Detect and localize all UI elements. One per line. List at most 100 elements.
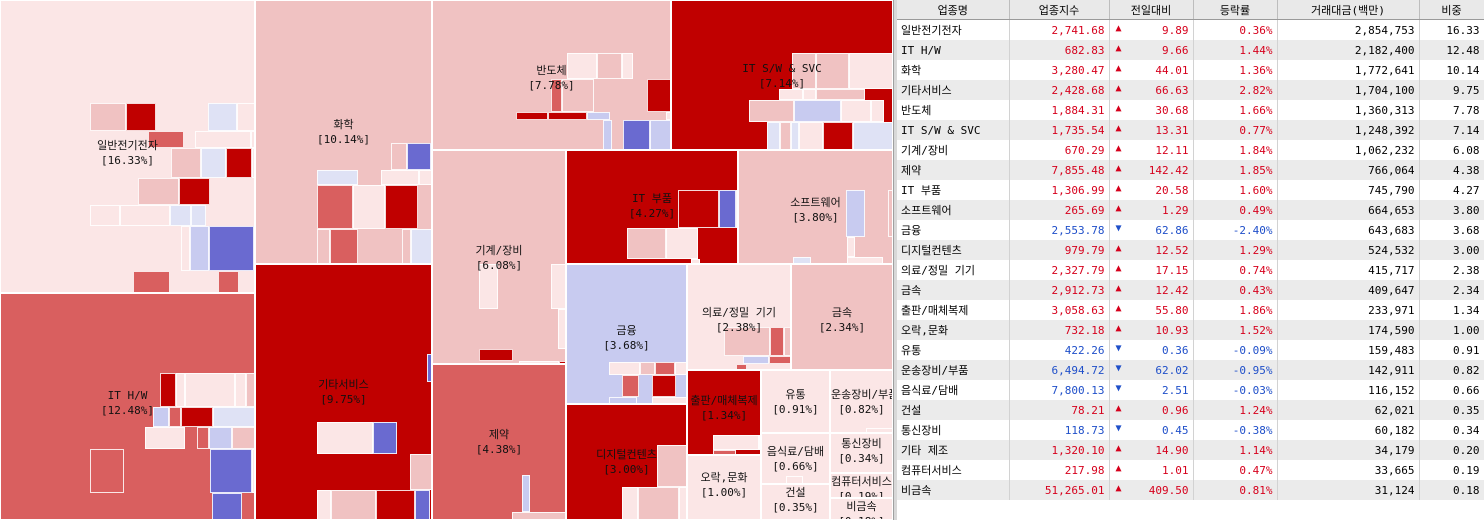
stock-cell[interactable] [170,205,191,226]
stock-cell[interactable] [317,170,358,185]
stock-cell[interactable] [317,185,353,229]
stock-cell[interactable] [666,112,670,120]
col-header-rate[interactable]: 등락률 [1193,0,1278,20]
stock-cell[interactable] [759,435,760,450]
stock-cell[interactable] [736,364,747,369]
table-row[interactable]: 금속 2,912.73 ▲ 12.42 0.43% 409,647 2.34 [897,280,1484,300]
table-row[interactable]: 음식료/담배 7,800.13 ▼ 2.51 -0.03% 116,152 0.66 [897,380,1484,400]
stock-cell[interactable] [212,493,242,519]
stock-cell[interactable] [330,229,358,263]
stock-cell[interactable] [622,375,639,397]
treemap-tile-23[interactable]: 컴퓨터서비스 [0.19%] [830,473,893,498]
table-row[interactable]: 유통 422.26 ▼ 0.36 -0.09% 159,483 0.91 [897,340,1484,360]
treemap-tile-7[interactable]: IT 부품 [4.27%] [566,150,738,264]
stock-cell[interactable] [410,454,431,490]
table-row[interactable]: 기타서비스 2,428.68 ▲ 66.63 2.82% 1,704,100 9.75 [897,80,1484,100]
stock-cell[interactable] [252,148,254,178]
stock-cell[interactable] [871,100,884,122]
stock-cell[interactable] [791,122,799,149]
stock-cell[interactable] [381,170,419,185]
stock-cell[interactable] [786,476,803,483]
stock-cell[interactable] [794,100,841,122]
stock-cell[interactable] [353,185,385,229]
stock-cell[interactable] [120,205,170,226]
stock-cell[interactable] [317,229,330,263]
col-header-amount[interactable]: 거래대금(백만) [1277,0,1420,20]
stock-cell[interactable] [609,397,637,403]
stock-cell[interactable] [522,475,530,512]
stock-cell[interactable] [138,178,179,205]
table-row[interactable]: 의료/정밀 기기 2,327.79 ▲ 17.15 0.74% 415,717 2.38 [897,260,1484,280]
treemap-tile-2[interactable]: 화학 [10.14%] [255,0,432,264]
stock-cell[interactable] [153,407,169,427]
stock-cell[interactable] [331,490,376,519]
stock-cell[interactable] [769,356,790,364]
stock-cell[interactable] [407,143,431,170]
stock-cell[interactable] [218,271,239,292]
table-row[interactable]: 제약 7,855.48 ▲ 142.42 1.85% 766,064 4.38 [897,160,1484,180]
stock-cell[interactable] [252,449,254,493]
stock-cell[interactable] [780,122,791,149]
stock-cell[interactable] [317,422,373,454]
stock-cell[interactable] [779,89,803,100]
stock-cell[interactable] [90,205,120,226]
treemap-tile-12[interactable]: 의료/정밀 기기 [2.38%] [687,264,791,370]
stock-cell[interactable] [847,237,855,257]
stock-cell[interactable] [719,190,736,228]
stock-cell[interactable] [232,427,254,449]
stock-cell[interactable] [866,428,892,432]
stock-cell[interactable] [767,122,780,149]
stock-cell[interactable] [627,228,666,259]
stock-cell[interactable] [391,143,407,170]
stock-cell[interactable] [373,422,397,454]
treemap-tile-10[interactable]: 제약 [4.38%] [432,364,566,520]
stock-cell[interactable] [640,362,655,375]
stock-cell[interactable] [195,131,251,148]
stock-cell[interactable] [679,487,686,519]
stock-cell[interactable] [126,103,156,131]
stock-cell[interactable] [770,327,784,356]
table-row[interactable]: IT 부품 1,306.99 ▲ 20.58 1.60% 745,790 4.27 [897,180,1484,200]
treemap-tile-17[interactable]: 음식료/담배 [0.66%] [761,433,830,484]
stock-cell[interactable] [647,79,670,112]
stock-cell[interactable] [559,361,565,363]
treemap-tile-4[interactable]: 반도체 [7.78%] [432,0,671,150]
stock-cell[interactable] [185,373,235,407]
stock-cell[interactable] [415,490,430,519]
stock-cell[interactable] [201,148,226,178]
stock-cell[interactable] [246,373,254,407]
stock-cell[interactable] [181,407,213,427]
treemap-tile-16[interactable]: 운송장비/부품 [0.82%] [830,370,893,433]
col-header-weight[interactable]: 비중 [1419,0,1484,20]
treemap-tile-18[interactable]: 통신장비 [0.34%] [830,433,893,473]
stock-cell[interactable] [90,103,126,131]
stock-cell[interactable] [176,373,185,407]
stock-cell[interactable] [479,349,513,361]
stock-cell[interactable] [622,53,633,79]
stock-cell[interactable] [803,89,816,100]
treemap-tile-21[interactable]: 건설 [0.35%] [761,484,830,520]
table-row[interactable]: 금융 2,553.78 ▼ 62.86 -2.40% 643,683 3.68 [897,220,1484,240]
stock-cell[interactable] [587,112,610,120]
stock-cell[interactable] [551,79,562,112]
stock-cell[interactable] [657,445,686,487]
stock-cell[interactable] [516,112,548,120]
stock-cell[interactable] [376,490,415,519]
stock-cell[interactable] [678,190,719,228]
stock-cell[interactable] [148,131,184,148]
treemap-tile-20[interactable]: 오락,문화 [1.00%] [687,455,761,520]
stock-cell[interactable] [784,327,790,356]
stock-cell[interactable] [90,449,124,493]
table-row[interactable]: 컴퓨터서비스 217.98 ▲ 1.01 0.47% 33,665 0.19 [897,460,1484,480]
stock-cell[interactable] [823,122,853,149]
treemap-tile-1[interactable]: IT H/W [12.48%] [0,293,255,520]
stock-cell[interactable] [888,190,892,237]
table-row[interactable]: 출판/매체복제 3,058.63 ▲ 55.80 1.86% 233,971 1.34 [897,300,1484,320]
stock-cell[interactable] [650,120,670,149]
stock-cell[interactable] [558,309,565,349]
table-row[interactable]: IT H/W 682.83 ▲ 9.66 1.44% 2,182,400 12.48 [897,40,1484,60]
stock-cell[interactable] [749,100,794,122]
stock-cell[interactable] [849,53,892,89]
stock-cell[interactable] [853,122,892,149]
stock-cell[interactable] [190,226,209,271]
